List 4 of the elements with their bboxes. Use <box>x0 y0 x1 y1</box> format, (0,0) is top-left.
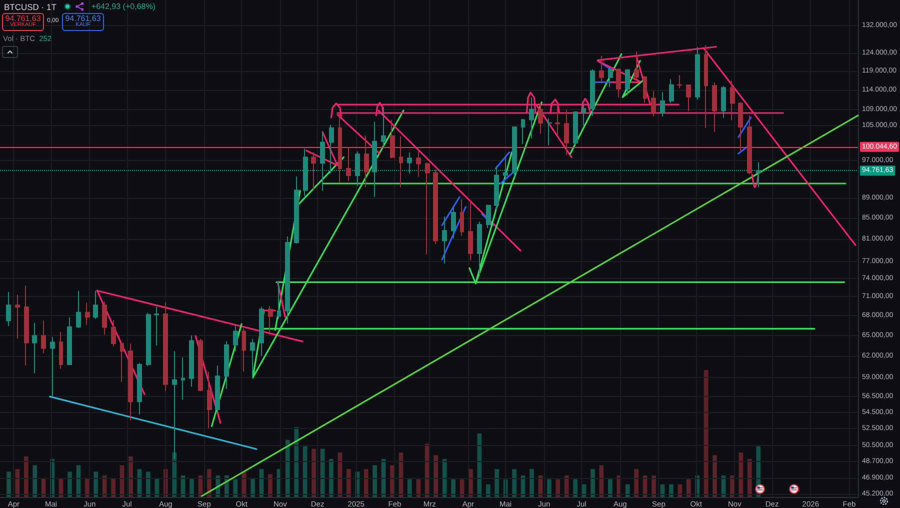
annotation: 94.761,63 <box>5 14 41 23</box>
chart-title: BTCUSD · 1T <box>4 2 56 12</box>
annotation: 94.761,63 <box>65 14 101 23</box>
annotation: +642,93 (+0,68%) <box>91 2 156 11</box>
